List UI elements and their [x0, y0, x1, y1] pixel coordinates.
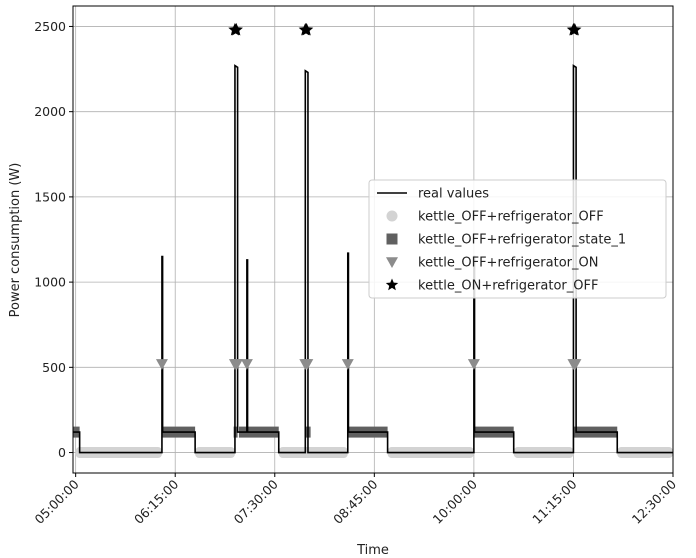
y-tick-label: 1500 [34, 189, 66, 204]
legend-label: kettle_OFF+refrigerator_OFF [418, 210, 604, 225]
legend-label: kettle_OFF+refrigerator_ON [418, 256, 598, 271]
refrigerator-on-marker [230, 359, 243, 370]
refrigerator-on-marker [301, 359, 314, 370]
refrigerator-on-marker [569, 359, 582, 370]
y-axis-title: Power consumption (W) [8, 163, 23, 318]
refrigerator-on-marker [155, 359, 168, 370]
refrigerator-on-marker [467, 359, 480, 370]
legend-square-handle [386, 233, 398, 245]
legend-label: kettle_ON+refrigerator_OFF [418, 279, 598, 294]
plot-frame [72, 5, 674, 474]
kettle-on-marker [568, 22, 582, 36]
legend-box [368, 179, 667, 299]
legend: real values kettle_OFF+refrigerator_OFFke… [368, 179, 667, 299]
y-tick-label: 500 [42, 360, 66, 375]
legend-star-handle [385, 278, 399, 291]
y-tick-label: 2500 [34, 19, 66, 34]
x-axis-title: Time [356, 543, 389, 558]
y-tick-label: 1000 [34, 275, 66, 290]
legend-triangle-handle [386, 257, 398, 268]
legend-label: real values [418, 187, 489, 202]
y-tick-label: 2000 [34, 104, 66, 119]
kettle-on-marker [229, 22, 243, 36]
y-tick-label: 0 [58, 445, 66, 460]
refrigerator-on-marker [341, 359, 354, 370]
series-layer [73, 22, 673, 459]
legend-circle-handle [386, 210, 398, 222]
real-values-line [73, 64, 673, 454]
legend-label: kettle_OFF+refrigerator_state_1 [418, 233, 626, 248]
refrigerator-on-marker [240, 359, 253, 370]
kettle-on-marker [299, 22, 314, 36]
